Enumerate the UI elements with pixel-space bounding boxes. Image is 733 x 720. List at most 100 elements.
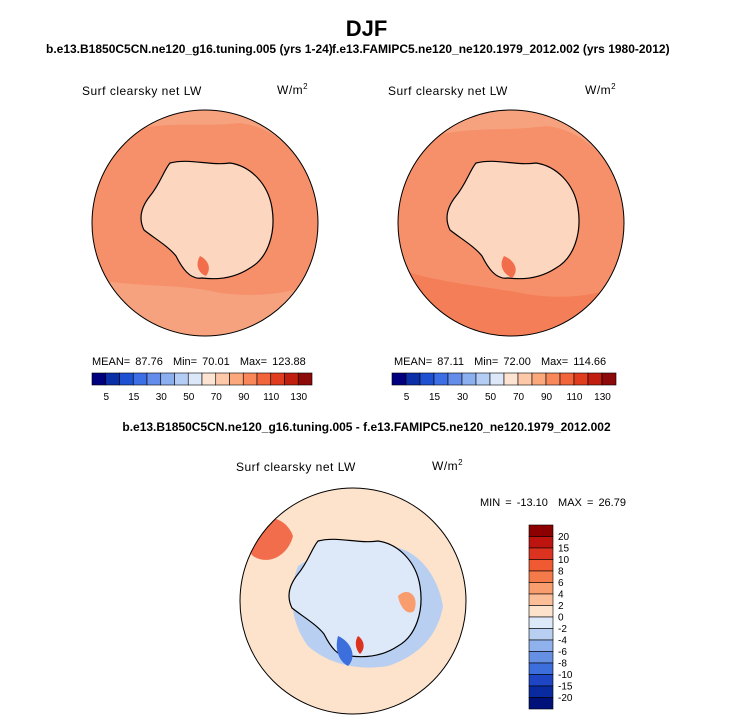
diff-colorbar-label: -10 [558, 670, 573, 681]
diff-colorbar-label: 2 [558, 601, 564, 612]
diff-colorbar-box [528, 547, 554, 560]
left-colorbar-box [297, 372, 313, 386]
right-case-title: f.e13.FAMIPC5.ne120_ne120.1979_2012.002 … [332, 42, 670, 56]
left-colorbar: 5 15 30 50 70 90 110 130 [91, 372, 313, 403]
right-ross-hotspot [501, 256, 516, 278]
right-colorbar-box [559, 372, 575, 386]
right-max-label: Max= [541, 356, 569, 368]
diff-colorbar-label: 4 [558, 590, 564, 601]
diff-polar-map [239, 487, 467, 715]
diff-colorbar-box [528, 593, 554, 606]
diff-colorbar-label: -2 [558, 624, 567, 635]
right-colorbar-label: 15 [429, 392, 441, 403]
left-map-border [91, 109, 319, 337]
left-variable-label: Surf clearsky net LW [82, 84, 202, 98]
diff-min-label: MIN = [480, 497, 512, 509]
right-colorbar-box [405, 372, 421, 386]
left-colorbar-label: 30 [156, 392, 168, 403]
right-colorbar-box [433, 372, 449, 386]
diff-colorbar-box [528, 524, 554, 537]
left-colorbar-label: 50 [183, 392, 195, 403]
right-colorbar-box [531, 372, 547, 386]
right-colorbar-label: 110 [567, 392, 583, 403]
left-min-label: Min= [172, 356, 198, 368]
right-colorbar-box [573, 372, 589, 386]
right-colorbar-box [391, 372, 407, 386]
diff-colorbar-label: 15 [558, 544, 570, 555]
right-min-label: Min= [474, 356, 499, 368]
diff-colorbar-label: -15 [558, 682, 573, 693]
right-colorbar-box [517, 372, 533, 386]
right-stats: MEAN= 87.11 Min= 72.00 Max= 114.66 [394, 356, 606, 368]
diff-colorbar-box [528, 685, 554, 698]
diff-colorbar-label: -4 [558, 636, 567, 647]
right-colorbar-label: 90 [541, 392, 553, 403]
right-colorbar-box [545, 372, 561, 386]
diff-warm-anomaly-east [398, 591, 416, 613]
diff-colorbar-label: -6 [558, 647, 567, 658]
left-colorbar-box [201, 372, 217, 386]
left-colorbar-box [229, 372, 244, 386]
diff-colorbar-box [528, 697, 554, 710]
left-colorbar-box [119, 372, 134, 386]
right-colorbar-box [461, 372, 477, 386]
diff-colorbar-box [528, 605, 554, 618]
left-ross-hotspot [197, 256, 209, 276]
left-colorbar-label: 15 [128, 392, 140, 403]
diff-colorbar-box [528, 536, 554, 549]
diff-colorbar-box [528, 639, 554, 652]
right-variable-label: Surf clearsky net LW [388, 84, 508, 98]
left-units-label: W/m2 [277, 82, 309, 97]
left-colorbar-label: 130 [290, 392, 307, 403]
right-colorbar-label: 70 [513, 392, 525, 403]
right-colorbar-box [601, 372, 617, 386]
right-antarctica [446, 160, 580, 280]
right-min-value: 72.00 [503, 356, 531, 368]
right-polar-map [397, 109, 625, 337]
left-colorbar-box [242, 372, 258, 386]
diff-units-label: W/m2 [432, 458, 464, 473]
left-colorbar-box [91, 372, 107, 386]
diff-colorbar-box [528, 616, 554, 629]
right-colorbar-label: 130 [594, 392, 611, 403]
left-max-label: Max= [239, 356, 268, 368]
main-title: DJF [345, 16, 388, 41]
left-colorbar-box [284, 372, 299, 386]
diff-cool-anomaly-ross [336, 636, 353, 666]
diff-colorbar-label: -20 [558, 693, 573, 704]
right-colorbar-label: 30 [457, 392, 469, 403]
diff-variable-label: Surf clearsky net LW [236, 460, 356, 474]
right-colorbar-label: 5 [404, 392, 410, 403]
right-colorbar: 5 15 30 50 70 90 110 130 [391, 372, 617, 403]
left-colorbar-label: 70 [211, 392, 223, 403]
right-colorbar-box [489, 372, 505, 386]
diff-colorbar-label: 0 [558, 613, 564, 624]
diff-colorbar-box [528, 582, 554, 595]
left-colorbar-box [160, 372, 175, 386]
diff-max-label: MAX = [558, 497, 594, 509]
right-colorbar-box [587, 372, 603, 386]
diff-colorbar-box [528, 570, 554, 583]
right-mean-label: MEAN= [394, 356, 433, 368]
right-colorbar-box [475, 372, 491, 386]
right-ocean-band [398, 110, 624, 203]
diff-colorbar-label: 20 [558, 532, 570, 543]
right-map-border [397, 109, 625, 337]
right-colorbar-label: 50 [485, 392, 497, 403]
diff-min-value: -13.10 [516, 497, 548, 509]
diff-colorbar-box [528, 662, 554, 675]
left-mean-label: MEAN= [92, 356, 131, 368]
left-min-value: 70.01 [202, 356, 230, 368]
diff-colorbar-box [528, 559, 554, 572]
diff-map-border [239, 487, 467, 715]
right-mean-value: 87.11 [437, 356, 464, 368]
right-colorbar-box [447, 372, 463, 386]
left-colorbar-box [146, 372, 162, 386]
diff-colorbar-label: 10 [558, 555, 570, 566]
right-max-value: 114.66 [573, 356, 607, 368]
left-antarctica [140, 160, 274, 280]
left-colorbar-box [174, 372, 189, 386]
left-colorbar-box [215, 372, 230, 386]
diff-warm-anomaly-ross [355, 636, 364, 654]
